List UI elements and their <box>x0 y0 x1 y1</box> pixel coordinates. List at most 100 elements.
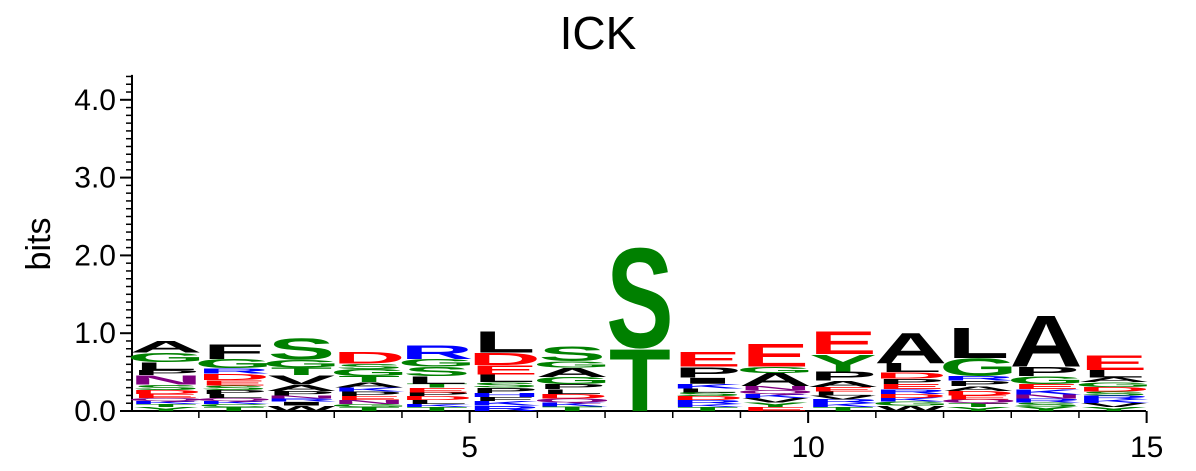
logo-letter-G: G <box>330 367 409 378</box>
logo-letter-L: L <box>948 320 1010 368</box>
logo-letter-P: P <box>200 389 267 395</box>
logo-letter-E: E <box>945 394 1012 400</box>
logo-letter-K: K <box>400 403 473 408</box>
logo-letter-K: K <box>1010 388 1083 396</box>
logo-letter-F: F <box>474 396 536 402</box>
logo-letter-P: P <box>945 379 1012 387</box>
logo-letter-T: T <box>609 332 671 431</box>
logo-letter-R: R <box>1077 394 1150 400</box>
logo-letter-R: R <box>807 398 880 404</box>
logo-letter-S: S <box>471 381 538 389</box>
logo-letter-K: K <box>536 401 609 407</box>
logo-letter-D: D <box>671 395 744 401</box>
logo-letter-C: C <box>197 403 270 408</box>
logo-letter-N: N <box>1010 394 1083 400</box>
logo-letter-T: T <box>271 366 333 378</box>
logo-letter-D: D <box>197 372 270 382</box>
logo-letter-E: E <box>1080 351 1147 375</box>
logo-letter-D: D <box>468 350 541 369</box>
logo-letter-D: D <box>536 393 609 400</box>
logo-letter-K: K <box>874 397 947 403</box>
logo-letter-R: R <box>400 341 473 363</box>
logo-letter-P: P <box>539 382 606 390</box>
logo-letter-E: E <box>877 382 944 390</box>
logo-letter-L: L <box>474 373 536 385</box>
logo-letter-T: T <box>338 374 400 384</box>
logo-letter-G: G <box>871 401 950 407</box>
logo-letter-A: A <box>1077 376 1150 383</box>
logo-letter-P: P <box>132 368 199 376</box>
logo-letter-P: P <box>335 390 402 397</box>
logo-letter-E: E <box>335 395 402 401</box>
logo-letter-Y: Y <box>809 350 876 377</box>
logo-letter-R: R <box>874 388 947 395</box>
logo-letter-G: G <box>533 360 612 370</box>
logo-letter-Y: Y <box>1012 405 1079 412</box>
logo-letter-P: P <box>471 386 538 394</box>
logo-letter-K: K <box>1077 398 1150 404</box>
logo-letter-R: R <box>468 404 541 412</box>
logo-letter-F: F <box>203 340 265 364</box>
logo-letter-D: D <box>874 393 947 399</box>
logo-letter-D: D <box>130 389 203 395</box>
logo-letter-L: L <box>812 391 874 397</box>
logo-letter-R: R <box>942 375 1015 382</box>
y-tick-label: 4.0 <box>74 84 116 117</box>
logo-letter-A: A <box>265 383 338 393</box>
logo-letter-L: L <box>406 399 468 405</box>
letter-stacks: YTKQEDSNPLGATCKQLPSEDRGFWIRNPAVTGSTGNEPK… <box>127 219 1153 430</box>
logo-letter-T: T <box>203 406 265 412</box>
logo-letter-L: L <box>677 387 739 393</box>
logo-letter-S: S <box>268 332 335 366</box>
logo-letter-A: A <box>942 385 1015 392</box>
logo-letter-P: P <box>877 377 944 385</box>
logo-letter-S: S <box>539 342 606 366</box>
logo-letter-A: A <box>1010 300 1083 382</box>
logo-letter-Y: Y <box>742 401 809 408</box>
logo-letter-R: R <box>197 367 270 375</box>
stack-position-8: TS <box>606 219 673 430</box>
logo-letter-Q: Q <box>127 397 206 402</box>
logo-letter-G: G <box>127 350 206 364</box>
logo-letter-K: K <box>130 400 203 405</box>
logo-letter-R: R <box>265 398 338 403</box>
logo-letter-E: E <box>809 325 876 361</box>
logo-letter-D: D <box>1077 386 1150 393</box>
logo-letter-G: G <box>1007 374 1086 386</box>
logo-letter-E: E <box>674 347 741 371</box>
logo-letter-T: T <box>135 403 197 408</box>
logo-letter-A: A <box>807 379 880 389</box>
logo-letter-K: K <box>468 400 541 407</box>
logo-letter-E: E <box>742 337 809 373</box>
logo-letter-S: S <box>132 383 199 391</box>
logo-letter-K: K <box>739 393 812 399</box>
logo-letter-S: S <box>200 384 267 391</box>
logo-letter-S: S <box>606 219 673 378</box>
logo-letter-D: D <box>874 371 947 381</box>
logo-letter-G: G <box>398 357 477 369</box>
logo-letter-V: V <box>742 397 810 404</box>
logo-letter-G: G <box>736 365 815 375</box>
logo-letter-D: D <box>942 390 1015 397</box>
y-tick-label: 1.0 <box>74 317 116 350</box>
logo-letter-R: R <box>1010 398 1083 404</box>
logo-letter-P: P <box>403 391 470 397</box>
logo-letter-T: T <box>338 406 400 412</box>
logo-letter-V: V <box>809 394 877 400</box>
logo-letter-R: R <box>671 399 744 405</box>
logo-letter-P: P <box>809 369 876 383</box>
logo-letter-N: N <box>130 373 203 387</box>
logo-letter-N: N <box>739 385 812 391</box>
logo-letter-Q: Q <box>939 398 1018 404</box>
logo-letter-I: I <box>268 401 335 407</box>
logo-letter-P: P <box>674 364 741 381</box>
logo-letter-L: L <box>406 374 468 386</box>
